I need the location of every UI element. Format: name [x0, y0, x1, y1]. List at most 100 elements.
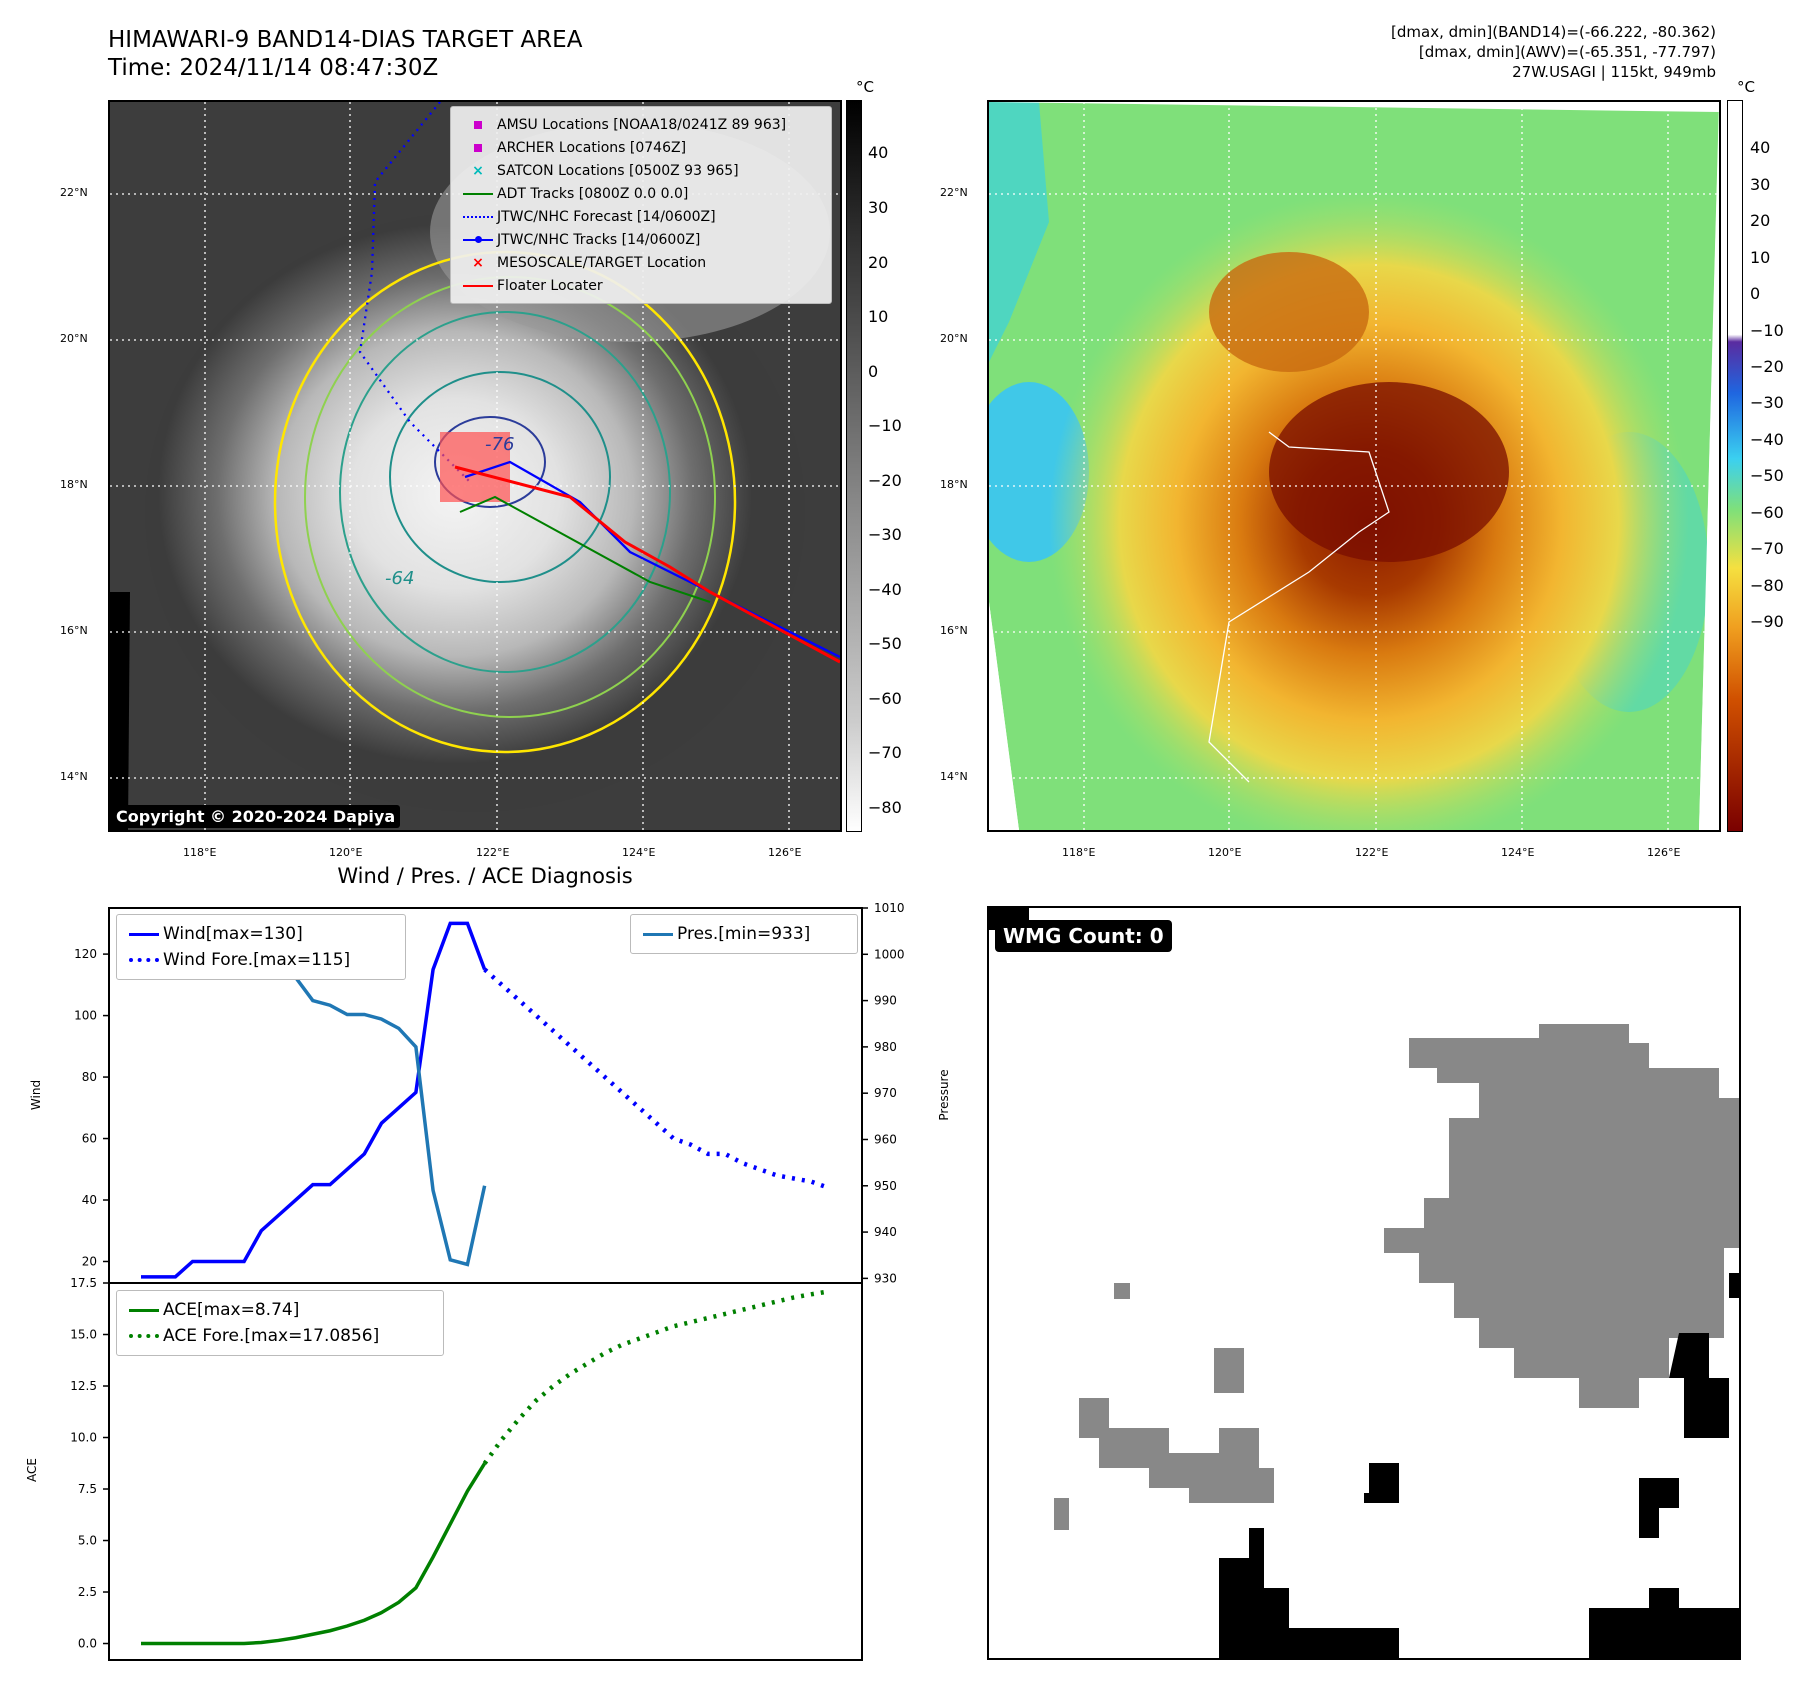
- legend-pressure: Pres.[min=933]: [639, 921, 849, 947]
- lat-tick: 20°N: [940, 332, 968, 345]
- colorbar2-tick: −70: [1750, 539, 1784, 559]
- ace-tick-label: 2.5: [78, 1585, 97, 1599]
- lon-tick: 124°E: [622, 846, 656, 859]
- colorbar2-tick: 40: [1750, 138, 1771, 158]
- wind-tick-label: 120: [74, 947, 97, 961]
- legend-jtwc-forecast: JTWC/NHC Forecast [14/0600Z]: [459, 205, 823, 228]
- pres-legend: Pres.[min=933]: [630, 914, 858, 954]
- ace-tick-label: 10.0: [70, 1431, 97, 1445]
- colorbar2-tick: −50: [1750, 466, 1784, 486]
- colorbar2-tick: −40: [1750, 429, 1784, 449]
- lon-tick: 118°E: [183, 846, 217, 859]
- colorbar-tick: −10: [868, 416, 902, 436]
- colorbar-awv: [1727, 100, 1743, 832]
- pres-tick-label: 990: [874, 994, 897, 1008]
- lon-tick: 122°E: [476, 846, 510, 859]
- colorbar2-tick: −20: [1750, 357, 1784, 377]
- stats-block: [dmax, dmin](BAND14)=(-66.222, -80.362) …: [1391, 22, 1716, 82]
- lat-tick: 14°N: [940, 770, 968, 783]
- pres-tick-label: 930: [874, 1271, 897, 1285]
- colorbar-unit: °C: [856, 78, 874, 96]
- pres-tick-label: 980: [874, 1040, 897, 1054]
- storm-info: 27W.USAGI | 115kt, 949mb: [1512, 63, 1716, 81]
- map2-gridlines: [989, 102, 1719, 830]
- pres-tick-label: 1000: [874, 947, 905, 961]
- ace-tick-label: 15.0: [70, 1328, 97, 1342]
- awv-map-image: [989, 102, 1719, 830]
- ace-legend: ACE[max=8.74] ACE Fore.[max=17.0856]: [116, 1290, 444, 1356]
- lon-tick: 120°E: [329, 846, 363, 859]
- wind-tick-label: 100: [74, 1009, 97, 1023]
- ace-axes-frame: [108, 1282, 863, 1661]
- legend-amsu: AMSU Locations [NOAA18/0241Z 89 963]: [459, 113, 823, 136]
- diagnosis-chart: 120 100 80 60 40 20 1010 1000 990 980 970 960 950 940…: [25, 901, 951, 1661]
- pres-tick-label: 940: [874, 1225, 897, 1239]
- colorbar-tick: −70: [868, 743, 902, 763]
- wind-tick-label: 80: [82, 1070, 97, 1084]
- colorbar2-tick: −60: [1750, 502, 1784, 522]
- wind-series-0: [141, 921, 487, 1279]
- colorbar-tick: −60: [868, 688, 902, 708]
- colorbar2-unit: °C: [1737, 78, 1755, 96]
- lat-tick: 16°N: [940, 624, 968, 637]
- wind-legend: Wind[max=130] Wind Fore.[max=115]: [116, 914, 406, 980]
- colorbar2-tick: −10: [1750, 320, 1784, 340]
- lat-tick: 16°N: [60, 624, 88, 637]
- legend-satcon: × SATCON Locations [0500Z 93 965]: [472, 162, 739, 179]
- colorbar-tick: 0: [868, 361, 879, 381]
- legend-target: × MESOSCALE/TARGET Location: [472, 254, 707, 271]
- pressure-axis-label: Pressure: [937, 1069, 951, 1120]
- lon-tick: 118°E: [1062, 846, 1096, 859]
- wind-tick-label: 60: [82, 1132, 97, 1146]
- colorbar-tick: −20: [868, 470, 902, 490]
- colorbar-tick: 10: [868, 307, 889, 327]
- lat-tick: 22°N: [940, 186, 968, 199]
- legend-ace: ACE[max=8.74]: [125, 1297, 435, 1323]
- colorbar2-tick: 20: [1750, 211, 1771, 231]
- contour-label-76: -76: [485, 434, 514, 455]
- lon-tick: 126°E: [768, 846, 802, 859]
- ir-map-panel: -76 -64 AMSU Locations [NOAA18/0241Z 89 …: [108, 100, 842, 832]
- contour-label-64: -64: [385, 568, 414, 589]
- lon-tick: 124°E: [1501, 846, 1535, 859]
- awv-map-panel: [987, 100, 1721, 832]
- pres-tick-label: 1010: [874, 901, 905, 915]
- pres-tick-label: 970: [874, 1086, 897, 1100]
- legend-jtwc-tracks: JTWC/NHC Tracks [14/0600Z]: [459, 228, 823, 251]
- wmg-panel: WMG Count: 0: [987, 906, 1741, 1660]
- lat-tick: 22°N: [60, 186, 88, 199]
- lon-tick: 120°E: [1208, 846, 1242, 859]
- ace-axis-label: ACE: [25, 1458, 39, 1482]
- ace-tick-label: 5.0: [78, 1534, 97, 1548]
- colorbar-tick: −40: [868, 579, 902, 599]
- wind-series-1: [483, 967, 829, 1190]
- lon-tick: 122°E: [1355, 846, 1389, 859]
- legend-floater: Floater Locater: [459, 274, 823, 297]
- legend-ace-forecast: ACE Fore.[max=17.0856]: [125, 1323, 435, 1349]
- legend-archer: ARCHER Locations [0746Z]: [459, 136, 823, 159]
- legend-wind-forecast: Wind Fore.[max=115]: [125, 947, 397, 973]
- colorbar-tick: 40: [868, 143, 889, 163]
- diagnosis-title: Wind / Pres. / ACE Diagnosis: [337, 864, 633, 888]
- colorbar-grayscale: [846, 100, 862, 832]
- colorbar-tick: 30: [868, 197, 889, 217]
- wmg-count-label: WMG Count: 0: [995, 920, 1172, 952]
- legend-adt: ADT Tracks [0800Z 0.0 0.0]: [459, 182, 823, 205]
- wind-axis-label: Wind: [29, 1080, 43, 1110]
- pres-tick-label: 950: [874, 1179, 897, 1193]
- legend-wind: Wind[max=130]: [125, 921, 397, 947]
- pres-tick-label: 960: [874, 1132, 897, 1146]
- copyright-label: Copyright © 2020-2024 Dapiya: [111, 805, 401, 828]
- lat-tick: 14°N: [60, 770, 88, 783]
- ace-tick-label: 7.5: [78, 1482, 97, 1496]
- wind-tick-label: 20: [82, 1254, 97, 1268]
- map-time: Time: 2024/11/14 08:47:30Z: [108, 55, 439, 81]
- colorbar-tick: 20: [868, 252, 889, 272]
- ace-tick-label: 17.5: [70, 1276, 97, 1290]
- ace-series-0: [141, 1462, 487, 1646]
- awv-stats: [dmax, dmin](AWV)=(-65.351, -77.797): [1418, 43, 1716, 61]
- map-title: HIMAWARI-9 BAND14-DIAS TARGET AREA: [108, 27, 583, 53]
- colorbar2-tick: 0: [1750, 284, 1761, 304]
- band14-stats: [dmax, dmin](BAND14)=(-66.222, -80.362): [1391, 23, 1716, 41]
- lat-tick: 18°N: [60, 478, 88, 491]
